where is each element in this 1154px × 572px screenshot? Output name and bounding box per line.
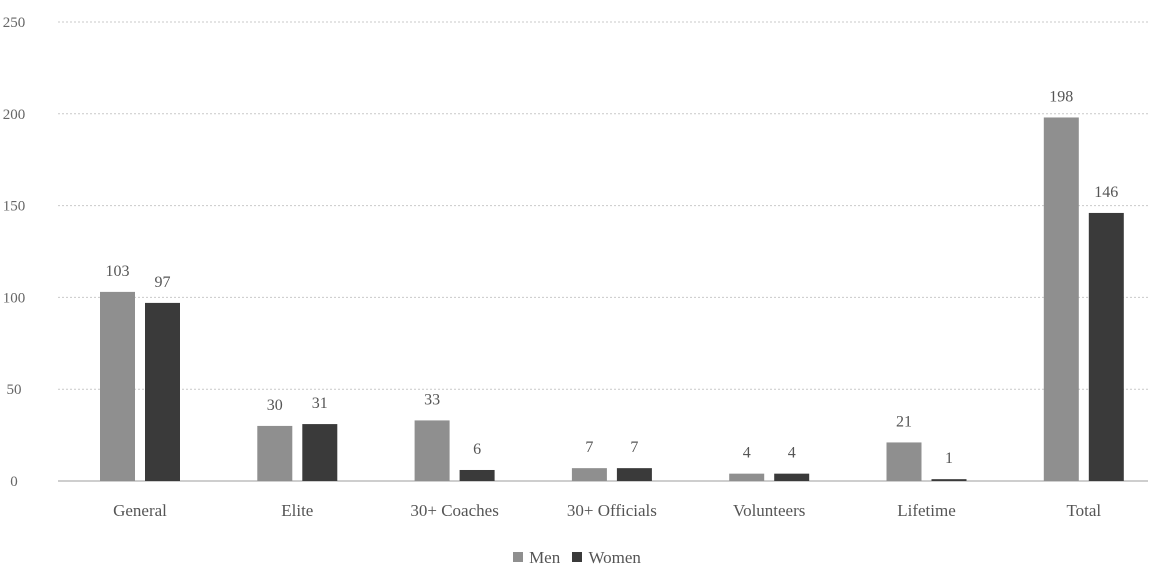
bar-women: [459, 469, 495, 481]
x-category-label: 30+ Coaches: [410, 501, 498, 520]
x-category-label: Volunteers: [733, 501, 805, 520]
legend: Men Women: [0, 548, 1154, 568]
data-label: 21: [896, 413, 912, 430]
gridlines: [58, 21, 1148, 482]
y-tick-label: 150: [3, 199, 26, 215]
bar-men: [100, 291, 135, 481]
data-label: 33: [424, 391, 440, 408]
bar-men: [886, 442, 922, 481]
x-category-label: Elite: [281, 501, 313, 520]
bar-women: [931, 479, 967, 481]
y-tick-label: 100: [3, 290, 26, 306]
data-label: 1: [945, 450, 953, 467]
data-label: 198: [1049, 88, 1073, 105]
data-labels: 103 97 30 31 33 6 7 7 4 4 21 1 198 146: [106, 88, 1119, 467]
y-tick-label: 200: [3, 107, 26, 123]
y-tick-label: 0: [10, 474, 18, 490]
y-axis-ticks: 0 50 100 150 200 250: [3, 15, 26, 490]
data-label: 97: [155, 274, 171, 291]
data-label: 4: [788, 445, 796, 462]
data-label: 6: [473, 441, 481, 458]
bars: [100, 117, 1124, 482]
y-tick-label: 250: [3, 15, 26, 31]
data-label: 31: [312, 395, 328, 412]
data-label: 7: [585, 439, 593, 456]
bar-women: [302, 424, 338, 481]
bar-women: [774, 473, 810, 481]
x-category-label: 30+ Officials: [567, 501, 657, 520]
legend-item-women: Women: [572, 548, 641, 568]
x-axis-categories: General Elite 30+ Coaches 30+ Officials Volu…: [113, 501, 1101, 520]
data-label: 30: [267, 397, 283, 414]
bar-men: [257, 425, 293, 481]
legend-swatch-men: [513, 552, 524, 562]
bar-women: [1088, 212, 1124, 481]
bar-men: [729, 473, 765, 481]
bar-women: [145, 302, 180, 481]
y-tick-label: 50: [7, 382, 22, 398]
x-category-label: Lifetime: [897, 501, 956, 520]
legend-label-women: Women: [588, 548, 641, 567]
x-category-label: General: [113, 501, 167, 520]
data-label: 7: [630, 439, 638, 456]
bar-men: [1043, 117, 1079, 482]
bar-men: [571, 468, 607, 481]
data-label: 146: [1094, 184, 1118, 201]
legend-label-men: Men: [529, 548, 561, 567]
bar-women: [616, 468, 652, 481]
bar-men: [414, 420, 450, 481]
bar-chart: 0 50 100 150 200 250 103 97 30 31 33 6 7 7 4 4 21 1 198 14…: [3, 15, 1148, 520]
data-label: 103: [106, 263, 130, 280]
legend-swatch-women: [572, 552, 583, 562]
legend-item-men: Men: [513, 548, 560, 568]
data-label: 4: [743, 445, 751, 462]
x-category-label: Total: [1066, 501, 1101, 520]
